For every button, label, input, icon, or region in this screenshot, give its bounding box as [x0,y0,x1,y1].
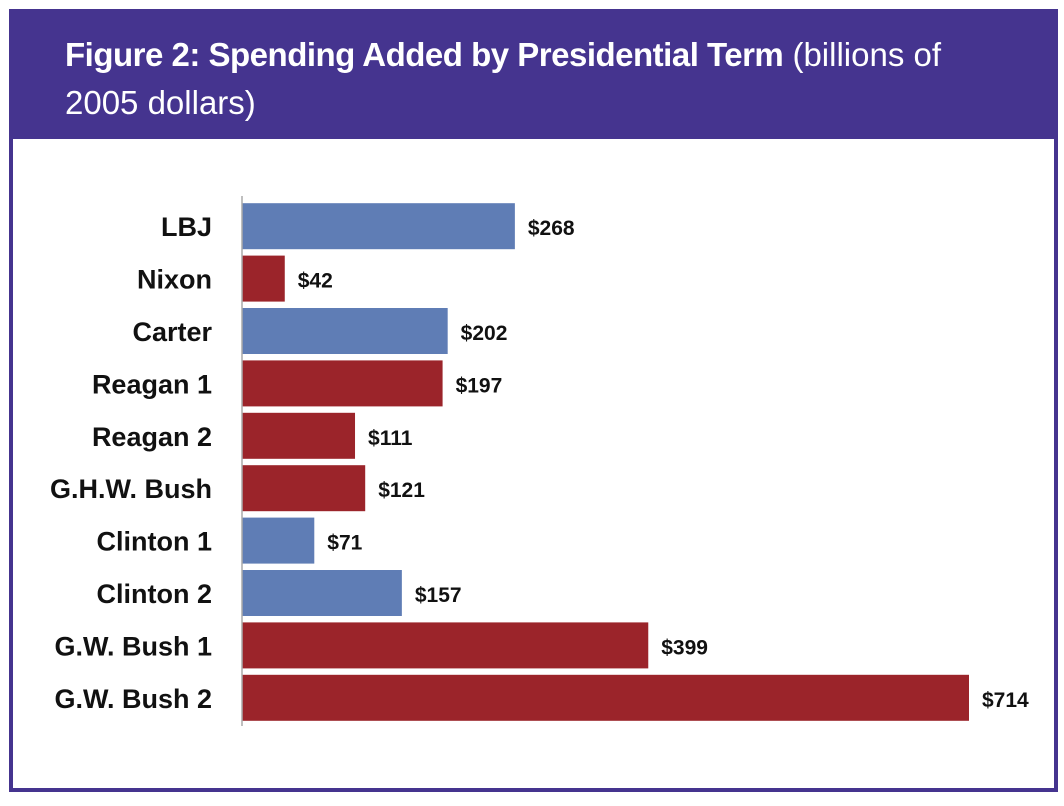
category-label: G.H.W. Bush [50,474,212,504]
chart-header: Figure 2: Spending Added by Presidential… [9,9,1054,139]
value-label: $42 [298,270,333,293]
category-label: Carter [132,317,212,347]
bar-clinton-2 [242,570,402,616]
category-label: Reagan 2 [92,422,212,452]
bar-nixon [242,255,285,302]
value-label: $268 [528,217,575,240]
value-label: $111 [368,427,413,450]
category-label: G.W. Bush 2 [54,684,212,714]
value-label: $197 [456,374,503,397]
category-label: Clinton 2 [97,579,213,609]
bar-lbj [242,203,515,250]
bar-reagan-2 [242,412,356,459]
value-label: $71 [327,532,362,555]
value-label: $202 [461,322,508,345]
category-label: LBJ [161,212,212,242]
category-labels: LBJ Nixon Carter Reagan 1 Reagan 2 G.H.W. Bus… [50,212,212,714]
chart-title: Figure 2: Spending Added by Presidential… [65,31,995,127]
value-label: $121 [378,479,425,502]
value-label: $714 [982,689,1029,712]
value-labels: $268 $42 $202 $197 $111 $121 $71 $157 $399 $714 [298,217,1029,712]
bar-reagan-1 [242,360,443,407]
bar-carter [242,308,448,354]
chart-title-bold: Figure 2: Spending Added by Presidential… [65,36,784,73]
category-label: Reagan 1 [92,369,212,399]
bars-group [242,203,969,721]
value-label: $157 [415,584,462,607]
bar-g-w-bush-2 [242,674,969,721]
category-label: G.W. Bush 1 [54,631,212,661]
value-label: $399 [661,636,708,659]
category-label: Nixon [137,265,212,295]
bar-g-h-w-bush [242,465,366,512]
category-label: Clinton 1 [97,527,213,557]
bar-g-w-bush-1 [242,622,649,669]
bar-clinton-1 [242,517,315,564]
chart-title-units: (billions of 2005 dollars) [65,36,942,121]
